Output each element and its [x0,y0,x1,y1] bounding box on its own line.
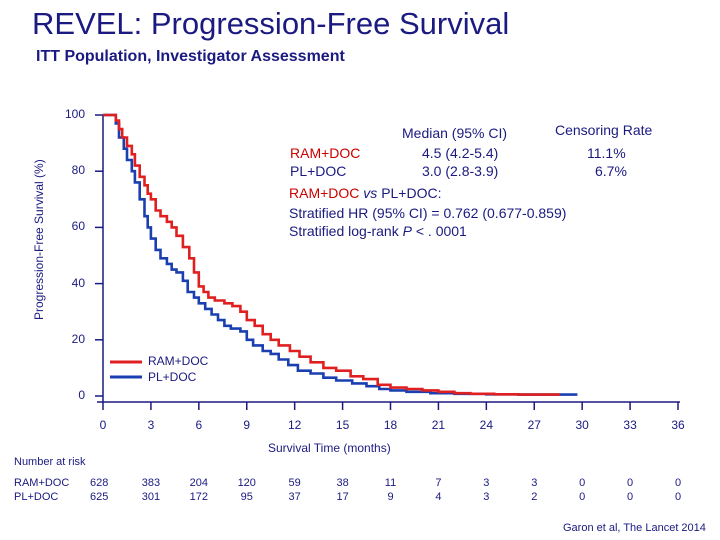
logrank-prefix: Stratified log-rank [289,223,403,239]
risk-cell: 9 [387,491,394,503]
risk-cell: 120 [237,477,256,489]
y-tick-label: 0 [78,388,85,402]
risk-cell: 0 [579,477,586,489]
hazard-ratio: Stratified HR (95% CI) = 0.762 (0.677-0.… [289,205,567,221]
stats-median-pl: 3.0 (2.8-3.9) [422,163,499,179]
comparison-pl: PL+DOC: [381,185,442,201]
risk-cell: 3 [531,477,538,489]
stats-median-ram: 4.5 (4.2-5.4) [422,145,499,161]
x-tick-label: 9 [243,418,251,432]
page-subtitle: ITT Population, Investigator Assessment [36,48,345,65]
risk-row-label-ram: RAM+DOC [14,477,70,489]
y-tick-label: 20 [71,331,85,346]
pl-doc-curve [103,113,578,396]
risk-cell: 95 [240,491,253,503]
risk-cell: 0 [674,477,682,489]
comparison-ram: RAM+DOC [289,185,360,201]
risk-cell: 3 [483,491,490,503]
x-tick-label: 18 [383,418,398,432]
x-tick-label: 3 [147,418,155,432]
ram-doc-curve [103,113,560,396]
risk-cell: 172 [189,491,208,503]
x-tick-label: 36 [671,418,685,432]
chart-axes [95,114,680,410]
stats-label-pl: PL+DOC [290,163,347,179]
y-axis-label: Progression-Free Survival (%) [32,159,46,320]
risk-cell: 2 [531,491,538,503]
x-axis-label: Survival Time (months) [268,441,391,455]
x-tick-label: 33 [623,418,637,432]
logrank-line: Stratified log-rank P < . 0001 [289,223,467,239]
risk-cell: 383 [141,477,161,489]
risk-cell: 301 [141,491,161,503]
legend-label-pl-doc: PL+DOC [148,370,197,384]
x-tick-label: 30 [575,418,589,432]
risk-row-total-ram: 628 [90,477,109,489]
x-tick-label: 12 [287,418,302,432]
risk-cell: 4 [435,491,442,503]
x-tick-label: 24 [479,418,493,432]
risk-table-title: Number at risk [14,456,86,468]
logrank-suffix: < . 0001 [411,223,467,239]
risk-cell: 17 [336,491,349,503]
x-tick-label: 21 [431,418,446,432]
y-tick-label: 60 [71,219,85,234]
page-title: REVEL: Progression-Free Survival [32,6,510,41]
y-tick-label: 100 [64,107,85,121]
censoring-header: Censoring Rate [555,122,653,138]
y-tick-label: 40 [71,275,85,290]
comparison-vs: vs [363,185,378,201]
x-tick-label: 0 [99,418,107,432]
risk-cell: 0 [627,477,634,489]
risk-cell: 0 [674,491,682,503]
median-header: Median (95% CI) [402,125,508,141]
risk-cell: 3 [483,477,490,489]
x-tick-label: 15 [335,418,350,432]
risk-cell: 0 [579,491,586,503]
x-tick-label: 6 [195,418,203,432]
risk-row-label-pl: PL+DOC [14,491,59,503]
risk-cell: 204 [189,477,208,489]
logrank-p: P [402,223,412,239]
stats-label-ram: RAM+DOC [290,145,361,161]
chart-legend-lines [110,360,142,379]
risk-cell: 38 [336,477,349,489]
risk-row-total-pl: 625 [90,491,109,503]
legend-label-ram-doc: RAM+DOC [148,354,209,368]
stats-censor-ram: 11.1% [587,145,626,161]
risk-cell: 37 [288,491,301,503]
chart-curves [103,113,578,396]
x-tick-label: 27 [527,418,541,432]
citation: Garon et al, The Lancet 2014 [563,522,706,534]
risk-cell: 59 [288,477,301,489]
risk-cell: 0 [627,491,634,503]
comparison-line: RAM+DOC vs PL+DOC: [289,185,442,201]
y-tick-label: 80 [71,163,85,178]
stats-censor-pl: 6.7% [595,163,627,179]
risk-cell: 11 [384,477,397,489]
risk-cell: 7 [435,477,442,489]
